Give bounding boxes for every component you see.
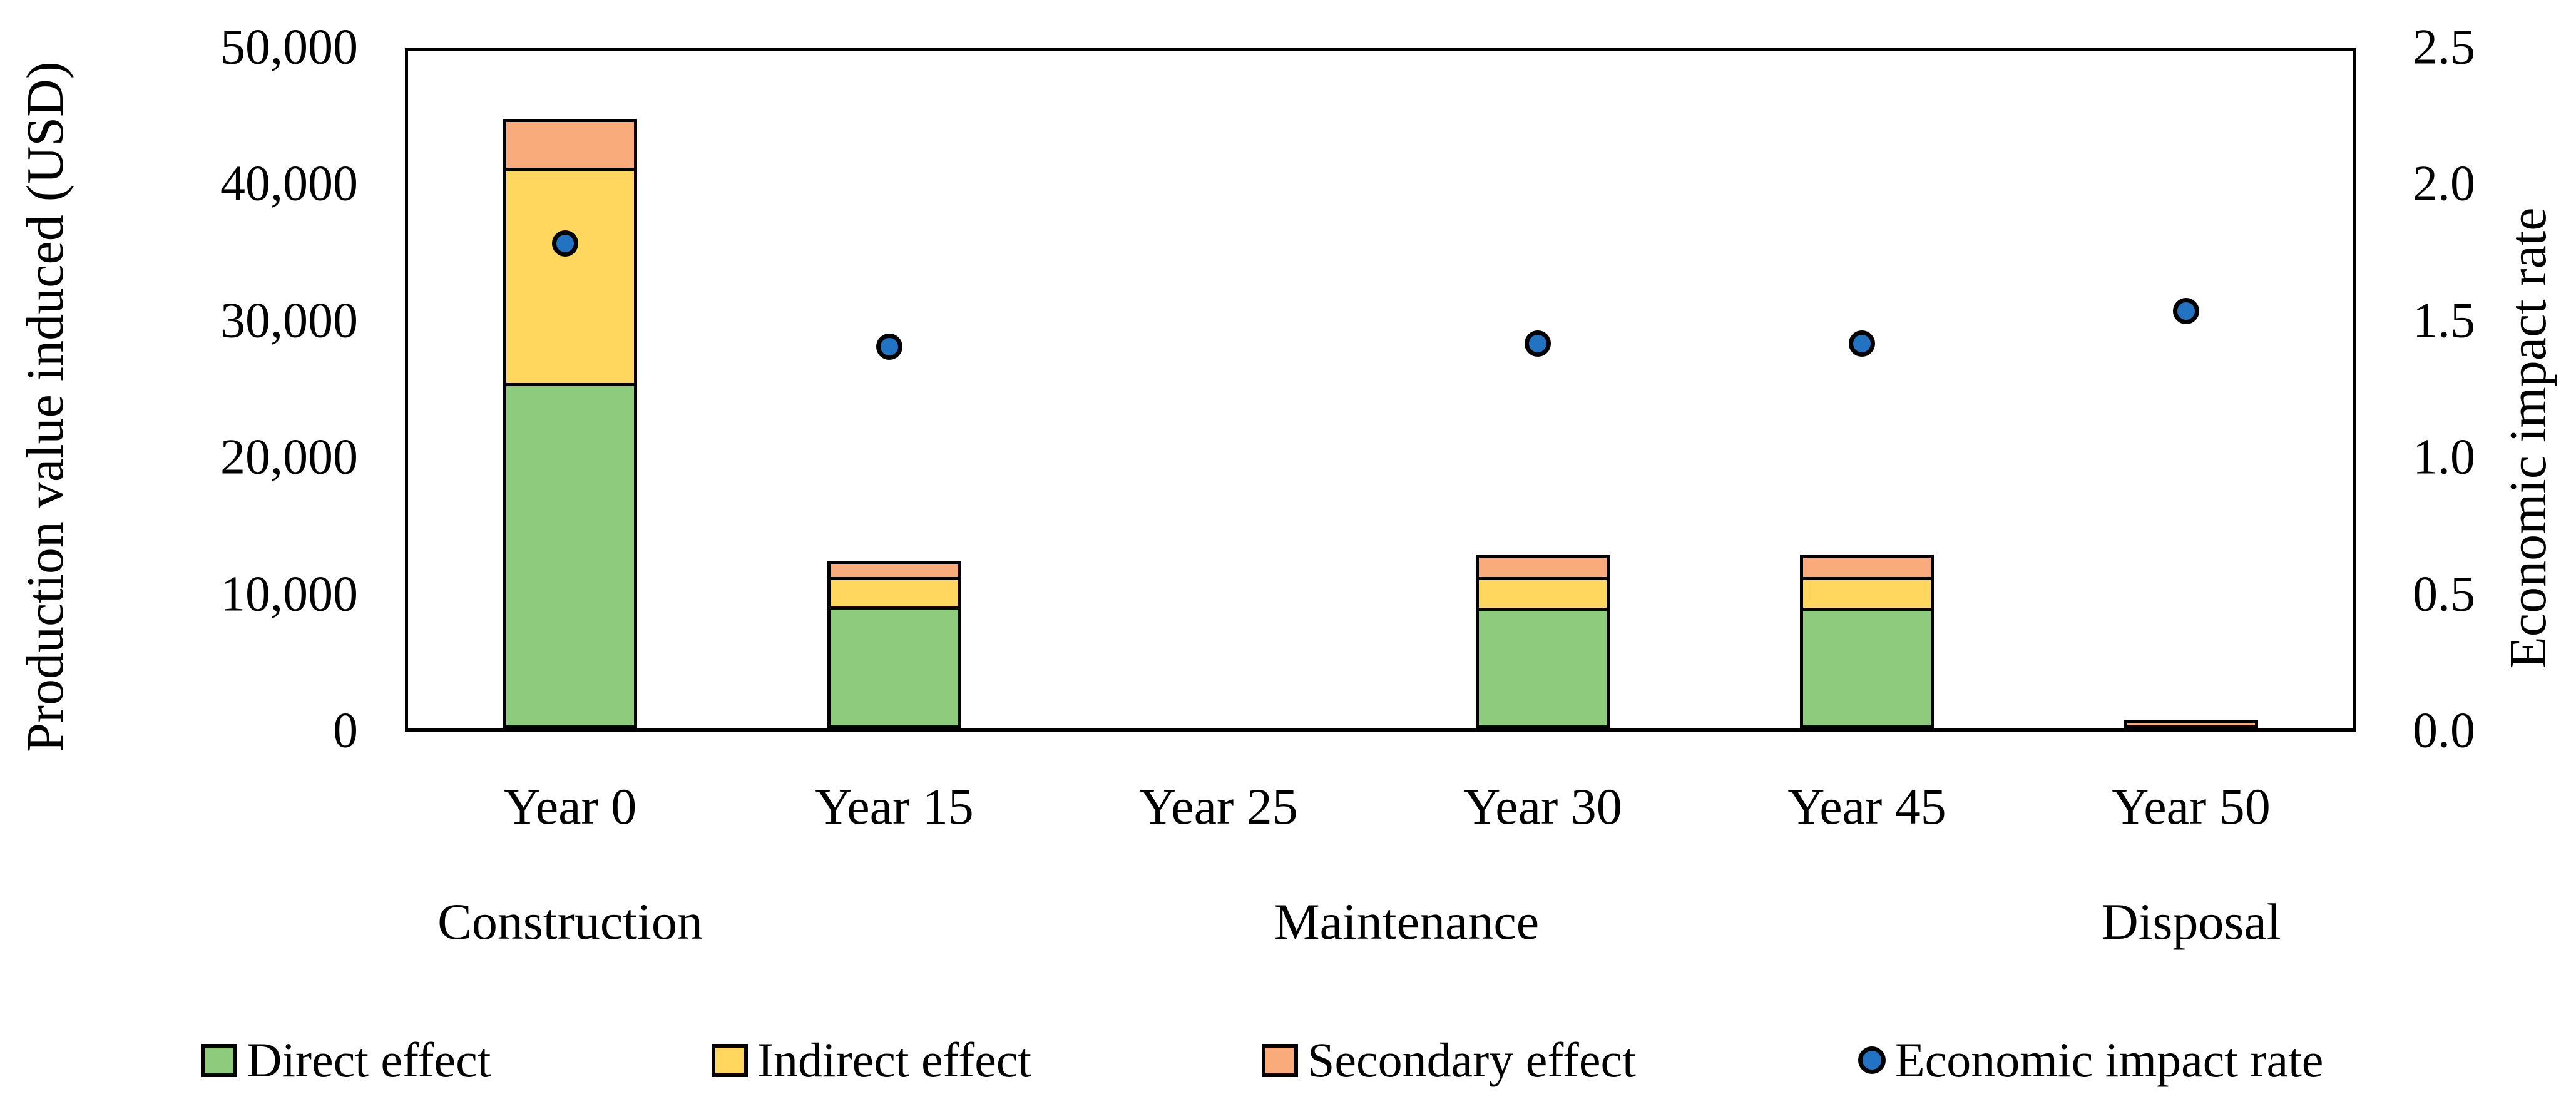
right-y-tick-label: 1.5: [2413, 293, 2475, 349]
plot-area: [405, 48, 2356, 732]
legend-swatch-icon: [201, 1043, 237, 1077]
bar-segment-secondary-effect: [827, 560, 961, 580]
left-y-tick-label: 10,000: [220, 566, 358, 621]
legend-label: Economic impact rate: [1895, 1033, 2324, 1087]
bar-segment-direct-effect: [1800, 608, 1934, 728]
right-y-tick-label: 2.0: [2413, 156, 2475, 212]
x-axis-label: Year 30: [1463, 778, 1622, 835]
group-label-disposal: Disposal: [2101, 893, 2281, 950]
bar-segment-indirect-effect: [827, 576, 961, 610]
right-y-tick-label: 0.0: [2413, 703, 2475, 759]
legend-item-indirect-effect: Indirect effect: [712, 1036, 1031, 1085]
x-axis-label: Year 15: [815, 778, 974, 835]
bar-segment-secondary-effect: [503, 119, 637, 171]
scatter-dot-economic-impact-rate: [1849, 330, 1875, 357]
group-label-construction: Construction: [437, 893, 703, 950]
x-axis-label: Year 25: [1139, 778, 1298, 835]
group-label-maintenance: Maintenance: [1274, 893, 1540, 950]
bar-segment-secondary-effect: [1800, 554, 1934, 580]
legend-label: Secondary effect: [1307, 1033, 1636, 1087]
legend-item-secondary-effect: Secondary effect: [1262, 1036, 1636, 1085]
left-y-tick-label: 20,000: [220, 429, 358, 485]
scatter-dot-economic-impact-rate: [552, 230, 578, 257]
right-y-tick-label: 1.0: [2413, 429, 2475, 485]
bar-segment-direct-effect: [503, 383, 637, 728]
legend-item-direct-effect: Direct effect: [201, 1036, 491, 1085]
x-axis-label: Year 0: [503, 778, 637, 835]
left-y-tick-label: 30,000: [220, 293, 358, 349]
legend-swatch-icon: [1262, 1043, 1298, 1077]
bar-segment-secondary-effect: [2124, 720, 2258, 728]
legend-dot-icon: [1858, 1046, 1886, 1074]
legend-swatch-icon: [712, 1043, 748, 1077]
left-y-tick-label: 40,000: [220, 156, 358, 212]
scatter-dot-economic-impact-rate: [1525, 330, 1551, 357]
scatter-dot-economic-impact-rate: [876, 333, 902, 360]
bar-segment-direct-effect: [1476, 608, 1610, 728]
right-y-tick-label: 2.5: [2413, 19, 2475, 75]
bar-segment-indirect-effect: [503, 168, 637, 387]
left-y-tick-label: 50,000: [220, 19, 358, 75]
x-axis-label: Year 45: [1787, 778, 1946, 835]
left-y-axis-ticks: 0 10,000 20,000 30,000 40,000 50,000: [0, 0, 358, 1109]
bar-segment-secondary-effect: [1476, 554, 1610, 580]
legend-item-economic-impact-rate: Economic impact rate: [1858, 1036, 2323, 1085]
left-y-tick-label: 0: [333, 703, 358, 759]
right-y-tick-label: 0.5: [2413, 566, 2475, 621]
bar-segment-direct-effect: [827, 606, 961, 728]
scatter-dot-economic-impact-rate: [2173, 298, 2199, 325]
legend-label: Indirect effect: [757, 1033, 1032, 1087]
bar-segment-indirect-effect: [1800, 576, 1934, 611]
x-axis-label: Year 50: [2112, 778, 2271, 835]
legend-label: Direct effect: [247, 1033, 491, 1087]
bar-segment-indirect-effect: [1476, 576, 1610, 611]
right-y-axis-ticks: 0.0 0.5 1.0 1.5 2.0 2.5: [2413, 0, 2576, 1109]
